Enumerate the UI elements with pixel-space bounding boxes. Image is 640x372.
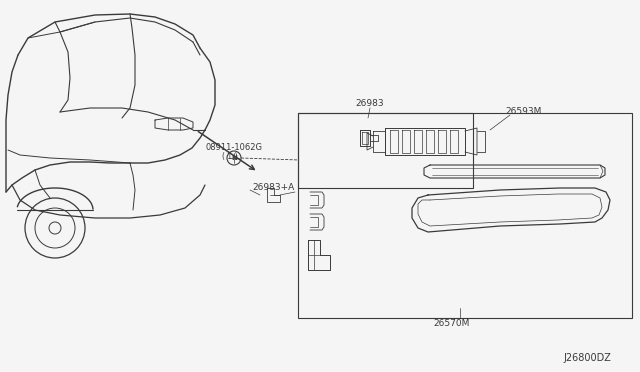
Text: 26983+A: 26983+A xyxy=(253,183,295,192)
Text: 08911-1062G: 08911-1062G xyxy=(205,144,262,153)
Text: 26570M: 26570M xyxy=(433,318,469,327)
Text: J26800DZ: J26800DZ xyxy=(563,353,611,363)
Text: ( 1 ): ( 1 ) xyxy=(222,153,237,161)
Bar xyxy=(298,113,632,318)
Text: N: N xyxy=(231,155,237,161)
Text: 26593M: 26593M xyxy=(505,108,541,116)
Bar xyxy=(298,113,473,188)
Text: 26983: 26983 xyxy=(355,99,383,109)
